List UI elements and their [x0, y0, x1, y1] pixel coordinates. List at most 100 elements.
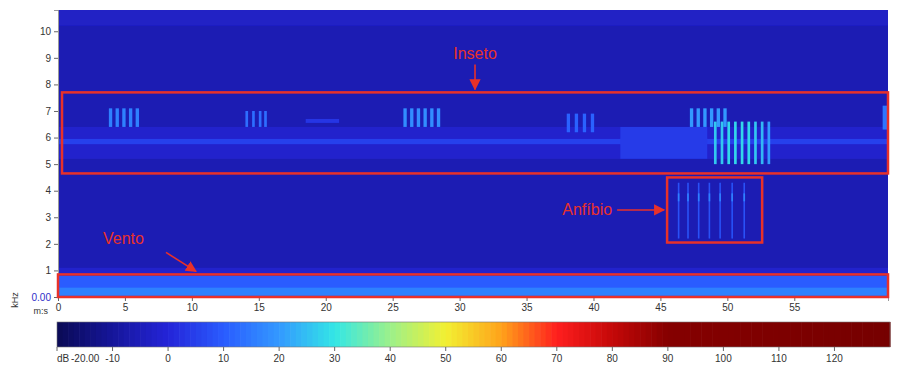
spectrogram-cell	[678, 193, 680, 201]
y-tick-label: 0.00	[32, 292, 52, 303]
spectrogram-cell	[690, 108, 693, 127]
colorbar-step	[501, 322, 507, 347]
colorbar-tick-label: 120	[826, 353, 843, 364]
colorbar-step	[846, 322, 852, 347]
spectrogram-cell	[306, 119, 339, 123]
colorbar-step	[851, 322, 857, 347]
colorbar-tick-mark	[723, 347, 724, 351]
y-tick-mark	[54, 244, 58, 245]
y-tick: 1	[45, 265, 58, 276]
spectrogram-cell	[122, 108, 125, 127]
spectrogram-cell	[116, 108, 119, 127]
y-tick: 5	[45, 159, 58, 170]
colorbar-step	[468, 322, 474, 347]
colorbar-step	[723, 322, 729, 347]
colorbar-step	[240, 322, 246, 347]
y-tick: 0.00	[32, 292, 58, 303]
x-tick-label: 10	[187, 302, 199, 313]
colorbar-step	[385, 322, 391, 347]
colorbar-step	[374, 322, 380, 347]
colorbar-step	[735, 322, 741, 347]
colorbar-step	[285, 322, 291, 347]
colorbar-step	[696, 322, 702, 347]
colorbar-step	[118, 322, 124, 347]
colorbar-step	[646, 322, 652, 347]
colorbar-step	[857, 322, 863, 347]
spectrogram-cell	[591, 114, 594, 133]
colorbar-tick-label: 90	[662, 353, 674, 364]
colorbar-step	[635, 322, 641, 347]
colorbar-step	[185, 322, 191, 347]
colorbar-step	[757, 322, 763, 347]
y-tick-mark	[54, 31, 58, 32]
x-tick: 30	[455, 297, 467, 313]
colorbar-step	[296, 322, 302, 347]
colorbar-step	[151, 322, 157, 347]
spectrogram-cell	[245, 111, 248, 127]
spectrogram	[58, 10, 888, 297]
y-tick-label: 1	[45, 265, 51, 276]
colorbar-step	[546, 322, 552, 347]
colorbar-step	[801, 322, 807, 347]
colorbar-tick-mark	[279, 347, 280, 351]
colorbar-tick-label: 100	[715, 353, 732, 364]
colorbar-step	[301, 322, 307, 347]
colorbar-tick-label: 20	[274, 353, 286, 364]
y-tick: 9	[45, 53, 58, 64]
colorbar-step	[68, 322, 74, 347]
colorbar-step	[840, 322, 846, 347]
colorbar-step	[274, 322, 280, 347]
x-tick-label: 55	[789, 302, 801, 313]
colorbar-tick-mark	[57, 347, 58, 351]
spectrogram-cell	[747, 122, 750, 165]
colorbar-step	[746, 322, 752, 347]
x-tick-label: 25	[388, 302, 400, 313]
colorbar-step	[640, 322, 646, 347]
colorbar-tick-label: 60	[496, 353, 508, 364]
y-tick: 8	[45, 79, 58, 90]
colorbar-step	[179, 322, 185, 347]
colorbar-step	[729, 322, 735, 347]
y-axis: 0.0012345678910	[32, 11, 59, 303]
colorbar-step	[568, 322, 574, 347]
colorbar-step	[668, 322, 674, 347]
y-tick-label: 10	[40, 26, 52, 37]
colorbar-step	[784, 322, 790, 347]
colorbar-step	[496, 322, 502, 347]
x-tick: 40	[588, 297, 600, 313]
colorbar-tick-label: 0	[165, 353, 171, 364]
x-tick: 0	[56, 297, 62, 313]
cell-layer	[58, 10, 888, 297]
colorbar-tick-label: 110	[771, 353, 787, 364]
colorbar-step	[551, 322, 557, 347]
colorbar-step	[690, 322, 696, 347]
x-tick-label: 35	[521, 302, 533, 313]
spectrogram-cell	[58, 10, 888, 297]
x-tick: 35	[521, 297, 533, 313]
spectrogram-cell	[734, 122, 737, 165]
spectrogram-cell	[687, 193, 689, 201]
colorbar-step	[862, 322, 868, 347]
colorbar-step	[618, 322, 624, 347]
colorbar-step	[585, 322, 591, 347]
colorbar-step	[418, 322, 424, 347]
colorbar-step	[879, 322, 885, 347]
colorbar-step	[79, 322, 85, 347]
spectrogram-cell	[727, 122, 730, 165]
colorbar-step	[773, 322, 779, 347]
colorbar-tick-label: 50	[440, 353, 452, 364]
colorbar-step	[818, 322, 824, 347]
y-tick-label: 4	[45, 185, 51, 196]
colorbar-step	[140, 322, 146, 347]
colorbar-step	[207, 322, 213, 347]
colorbar-tick-label: 40	[385, 353, 397, 364]
x-tick: 25	[388, 297, 400, 313]
colorbar-step	[507, 322, 513, 347]
spectrogram-cell	[703, 108, 706, 127]
annotation-box	[667, 177, 762, 242]
colorbar-step	[412, 322, 418, 347]
colorbar-step	[512, 322, 518, 347]
colorbar-tick-mark	[390, 347, 391, 351]
spectrogram-cell	[719, 183, 721, 239]
spectrogram-cell	[743, 193, 745, 201]
